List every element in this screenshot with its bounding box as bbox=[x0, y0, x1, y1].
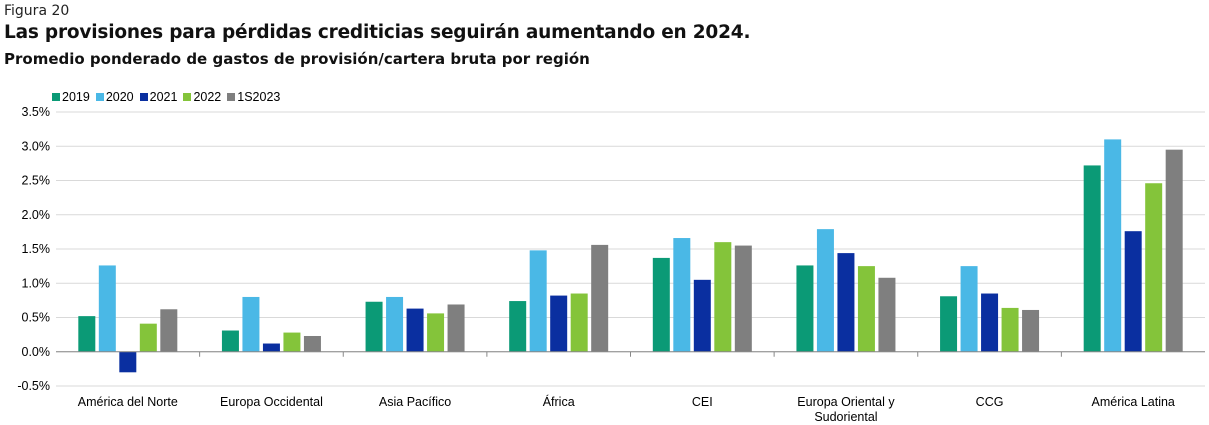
bar bbox=[1001, 307, 1019, 352]
x-tick-label: África bbox=[543, 394, 575, 409]
legend-swatch bbox=[183, 93, 192, 101]
bar bbox=[837, 253, 855, 352]
y-tick-label: 0.5% bbox=[22, 311, 51, 325]
y-tick-label: -0.5% bbox=[17, 379, 50, 393]
x-tick-label: CCG bbox=[976, 395, 1004, 409]
bar bbox=[78, 316, 96, 352]
bar bbox=[857, 266, 875, 352]
legend-item: 2022 bbox=[183, 90, 221, 104]
legend-swatch bbox=[227, 93, 236, 101]
y-tick-label: 3.0% bbox=[22, 139, 51, 153]
y-tick-label: 2.5% bbox=[22, 174, 51, 188]
x-tick-label: Asia Pacífico bbox=[379, 395, 451, 409]
bar bbox=[221, 330, 239, 352]
bar bbox=[734, 245, 752, 352]
bar bbox=[878, 277, 896, 352]
bar bbox=[714, 242, 732, 352]
y-tick-label: 2.0% bbox=[22, 208, 51, 222]
bar bbox=[406, 308, 424, 352]
bar bbox=[816, 229, 834, 352]
x-tick-label: CEI bbox=[692, 395, 713, 409]
legend-label: 1S2023 bbox=[237, 90, 281, 104]
bar bbox=[591, 244, 609, 352]
x-tick-label: Sudoriental bbox=[814, 410, 877, 424]
bar bbox=[529, 250, 547, 352]
bar bbox=[386, 296, 404, 352]
x-tick-label: América Latina bbox=[1092, 395, 1175, 409]
bar bbox=[570, 293, 588, 352]
bar bbox=[119, 351, 137, 373]
chart-legend: 2019 2020 2021 2022 1S2023 bbox=[52, 90, 280, 104]
bar bbox=[365, 301, 383, 352]
legend-item: 2019 bbox=[52, 90, 90, 104]
bar bbox=[693, 279, 711, 352]
x-tick-label: América del Norte bbox=[78, 395, 178, 409]
legend-item: 2021 bbox=[139, 90, 178, 104]
x-tick-label: Europa Occidental bbox=[220, 395, 323, 409]
chart-subtitle: Promedio ponderado de gastos de provisió… bbox=[4, 50, 590, 68]
bar bbox=[242, 296, 260, 352]
bar bbox=[550, 295, 568, 352]
bar bbox=[652, 257, 670, 352]
bar bbox=[1145, 183, 1163, 352]
legend-item: 2020 bbox=[95, 90, 134, 104]
bar bbox=[1104, 139, 1122, 352]
bar bbox=[98, 265, 116, 352]
y-tick-label: 1.5% bbox=[22, 242, 51, 256]
x-tick-label: Europa Oriental y bbox=[797, 395, 895, 409]
bar bbox=[262, 343, 280, 352]
legend-swatch bbox=[139, 93, 148, 101]
bar bbox=[303, 335, 321, 352]
legend-label: 2021 bbox=[149, 90, 178, 104]
bar bbox=[509, 301, 527, 352]
bar bbox=[447, 304, 465, 352]
figure-label: Figura 20 bbox=[4, 3, 70, 19]
bar bbox=[960, 266, 978, 352]
bar bbox=[283, 332, 301, 352]
y-tick-label: 1.0% bbox=[22, 276, 51, 290]
legend-swatch bbox=[52, 93, 60, 101]
bar bbox=[1022, 309, 1040, 352]
bar bbox=[1083, 165, 1101, 352]
y-tick-label: 3.5% bbox=[22, 105, 51, 119]
y-tick-label: 0.0% bbox=[22, 345, 51, 359]
bar bbox=[981, 293, 999, 352]
bar bbox=[940, 296, 958, 352]
bar bbox=[1124, 231, 1142, 352]
bar bbox=[139, 323, 157, 352]
legend-item: 1S2023 bbox=[227, 90, 280, 104]
legend-label: 2022 bbox=[193, 90, 222, 104]
legend-label: 2019 bbox=[62, 90, 90, 104]
chart-title: Las provisiones para pérdidas crediticia… bbox=[4, 22, 751, 43]
bar bbox=[796, 265, 814, 352]
legend-label: 2020 bbox=[105, 90, 134, 104]
legend-swatch bbox=[95, 93, 104, 101]
bar bbox=[673, 238, 691, 352]
bar bbox=[427, 313, 445, 352]
bar bbox=[160, 309, 178, 352]
bar bbox=[1165, 149, 1183, 352]
